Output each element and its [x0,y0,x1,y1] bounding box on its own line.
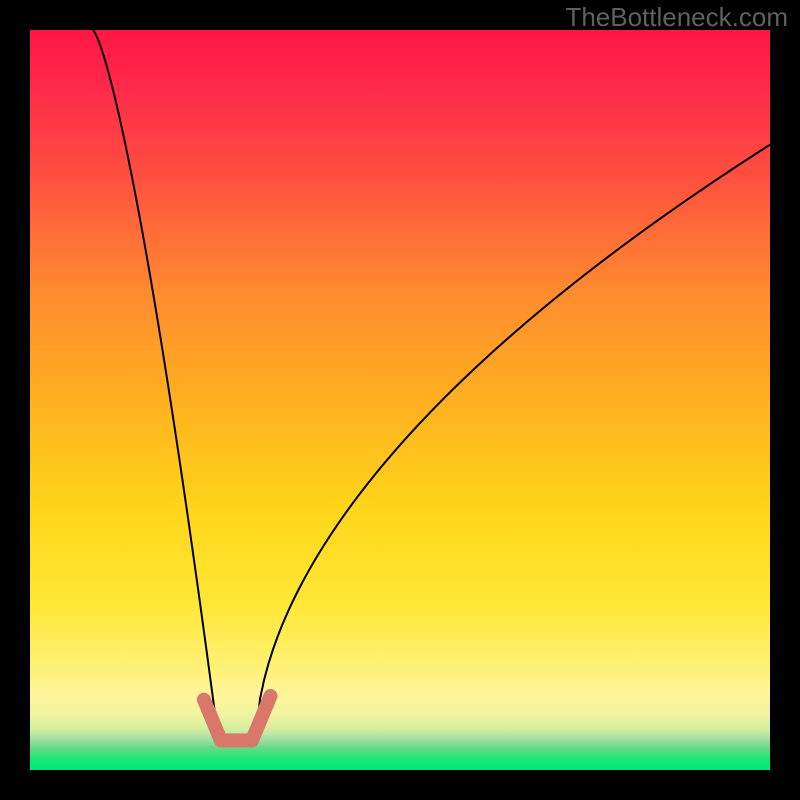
watermark-text: TheBottleneck.com [565,2,788,33]
gradient-background [30,30,770,770]
bottleneck-chart [0,0,800,800]
